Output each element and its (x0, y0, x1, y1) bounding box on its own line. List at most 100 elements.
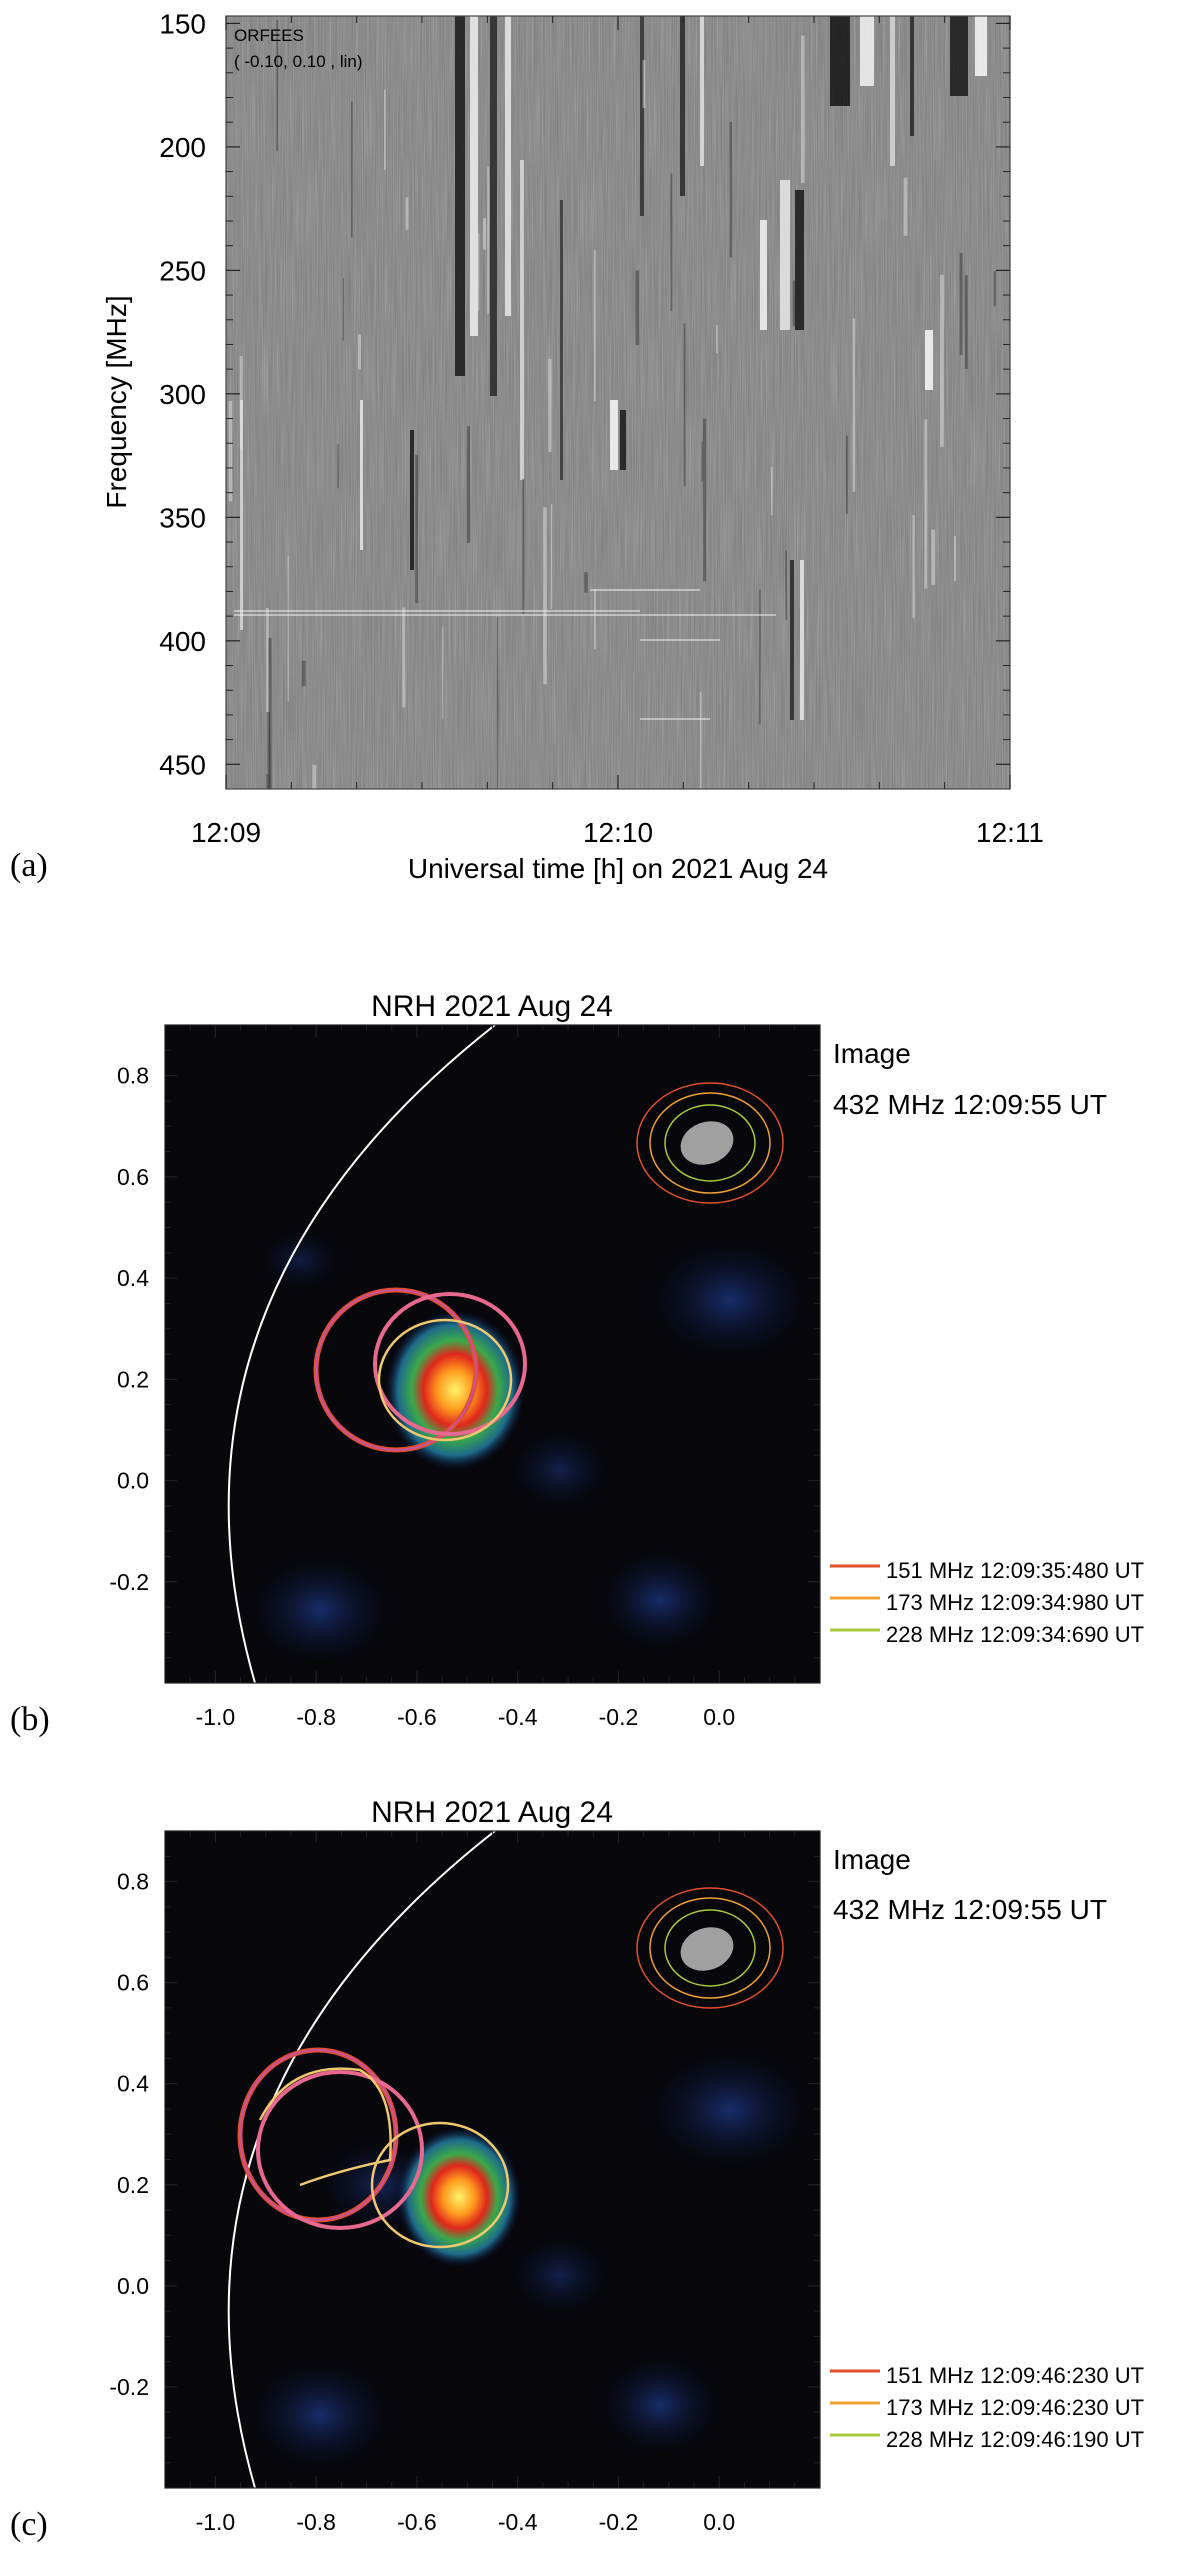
legend-label: 173 MHz 12:09:46:230 UT (886, 2395, 1144, 2420)
faint-blob (600, 2355, 720, 2455)
burst-streak (703, 418, 707, 582)
burst-streak (487, 166, 489, 314)
burst-streak (584, 572, 588, 593)
burst-streak (780, 180, 790, 330)
burst-streak (700, 691, 702, 789)
y-tick-label: 0.6 (117, 1970, 149, 1996)
burst-streak (402, 607, 406, 708)
x-tick-label: -1.0 (196, 1704, 236, 1730)
burst-streak (239, 356, 243, 449)
panel-letter-a: (a) (10, 847, 48, 884)
contours-c (237, 2047, 510, 2249)
x-tick-label: -0.4 (498, 2509, 538, 2535)
burst-streak (442, 627, 444, 720)
y-tick-label: 0.2 (117, 1366, 149, 1392)
panel-b: -1.0 -0.8 -0.6 -0.4 -0.2 0.0 -0.2 0.0 0.2 0.4 0.6 0… (10, 990, 1144, 1738)
y-tick-label-a: 450 (159, 749, 206, 780)
y-tick-label-a: 300 (159, 379, 206, 410)
beam-contour-mid (649, 1897, 771, 1999)
faint-blob (250, 1555, 390, 1665)
radio-source-b (385, 1310, 525, 1470)
burst-streak (795, 190, 804, 330)
x-tick-label: -0.8 (296, 2509, 336, 2535)
side-label-image-b: Image (833, 1038, 911, 1069)
burst-streak (642, 60, 646, 108)
y-tick-label: 0.6 (117, 1164, 149, 1190)
burst-streak (890, 16, 895, 166)
solar-limb-b (227, 1025, 496, 1683)
faint-blob (510, 1430, 610, 1510)
burst-streak (497, 616, 499, 789)
panel-a: 150 200 250 300 350 400 450 12:09 12:10 12:11 ORF… (10, 8, 1044, 884)
contour-173 (373, 1292, 527, 1436)
burst-streak (360, 400, 363, 550)
contour-173 (256, 2070, 424, 2230)
legend-c: 151 MHz 12:09:46:230 UT 173 MHz 12:09:46:… (830, 2363, 1144, 2452)
y-tick-label: 0.0 (117, 2273, 149, 2299)
burst-streak (954, 536, 957, 581)
legend-label: 173 MHz 12:09:34:980 UT (886, 1590, 1144, 1615)
x-tick-label: 0.0 (703, 2509, 735, 2535)
burst-streak (700, 16, 704, 166)
burst-streak (350, 101, 353, 238)
beam-contour-inner (664, 1104, 756, 1182)
burst-streak (792, 280, 796, 327)
faint-blob (250, 2360, 390, 2470)
x-tick-label: -0.8 (296, 1704, 336, 1730)
x-tick-label: -0.4 (498, 1704, 538, 1730)
faint-blob (650, 2050, 810, 2170)
beam-contour-mid (649, 1092, 771, 1194)
beam-ellipse (680, 1927, 734, 1971)
burst-streak (276, 19, 279, 152)
panel-letter-c: (c) (10, 2506, 48, 2543)
nrh-image-content-b (227, 1025, 810, 1683)
beam-c (636, 1887, 784, 2009)
burst-streak (415, 454, 419, 603)
y-tick-label: -0.2 (109, 2374, 149, 2400)
burst-streak (939, 274, 944, 447)
burst-streak (357, 334, 362, 370)
burst-streak (620, 410, 626, 470)
y-tick-label-a: 400 (159, 626, 206, 657)
x-tick-label: -1.0 (196, 2509, 236, 2535)
burst-streak (268, 638, 272, 789)
side-label-image-c: Image (833, 1844, 911, 1875)
burst-streaks (228, 16, 996, 789)
burst-streak (950, 16, 968, 96)
burst-streak (455, 16, 465, 376)
legend-label: 228 MHz 12:09:46:190 UT (886, 2427, 1144, 2452)
x-tick-label-a: 12:10 (583, 817, 653, 848)
burst-streak (785, 550, 788, 620)
axis-c-ticks: -1.0 -0.8 -0.6 -0.4 -0.2 0.0 -0.2 0.0 0.2 0.4 0.6 0… (109, 1831, 820, 2535)
y-tick-label: 0.4 (117, 2071, 149, 2097)
faint-blob (260, 1230, 340, 1290)
legend-label: 151 MHz 12:09:46:230 UT (886, 2363, 1144, 2388)
beam-ellipse (680, 1121, 734, 1165)
burst-streak (478, 232, 480, 311)
burst-streak (800, 560, 804, 720)
contours-b (313, 1287, 527, 1453)
x-tick-label: 0.0 (703, 1704, 735, 1730)
legend-label: 228 MHz 12:09:34:690 UT (886, 1622, 1144, 1647)
burst-streak (548, 359, 552, 453)
burst-streak (845, 435, 848, 514)
burst-streak (593, 588, 596, 650)
burst-streak (337, 444, 339, 489)
burst-streak (520, 160, 524, 480)
burst-streak (550, 503, 553, 610)
x-tick-label: -0.6 (397, 2509, 437, 2535)
y-tick-label-a: 150 (159, 8, 206, 39)
burst-streak (759, 589, 761, 725)
contour-151 (315, 1289, 477, 1451)
burst-streak (975, 16, 987, 76)
beam-contour-outer (636, 1082, 784, 1204)
x-tick-label: -0.2 (599, 2509, 639, 2535)
burst-streak (830, 16, 850, 106)
burst-streak (925, 330, 933, 390)
burst-streak (266, 711, 271, 789)
side-label-freq-c: 432 MHz 12:09:55 UT (833, 1894, 1107, 1925)
burst-streak (912, 515, 915, 619)
burst-streak (228, 401, 233, 502)
burst-streak (383, 89, 386, 170)
